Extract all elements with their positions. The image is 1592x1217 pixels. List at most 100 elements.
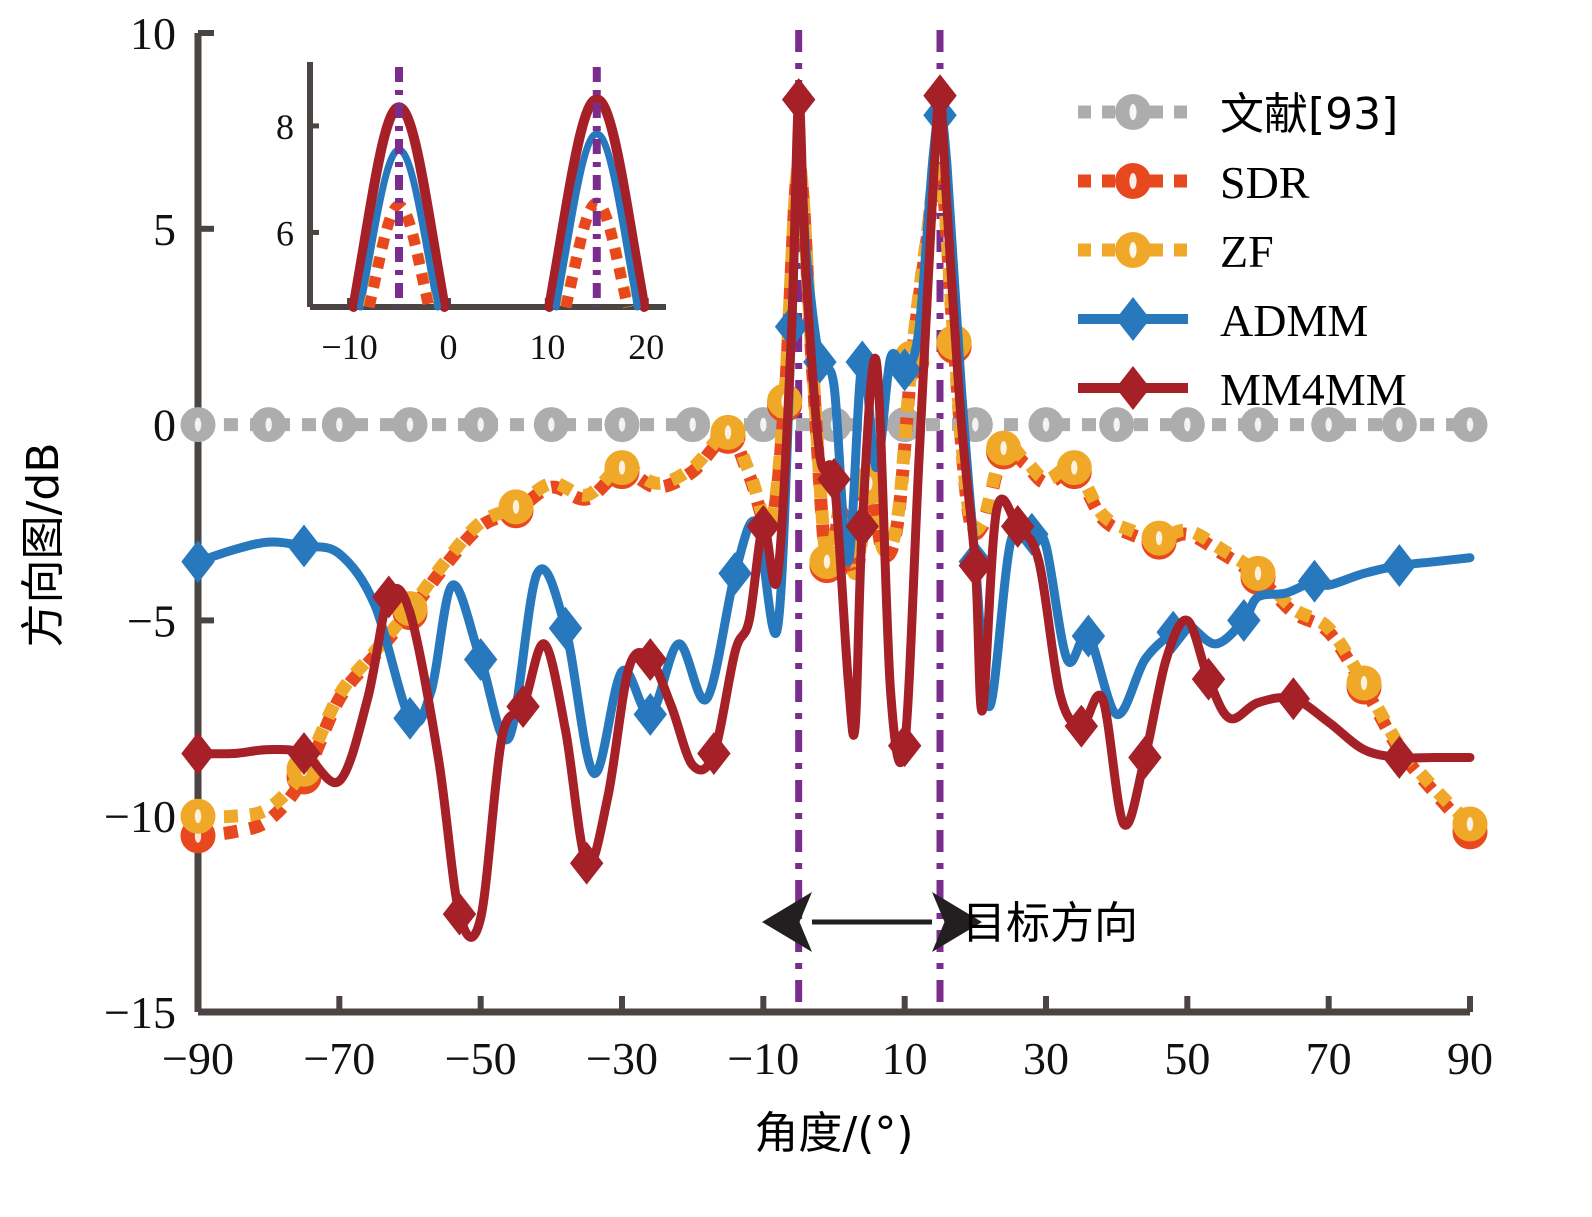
x-tick-label: −70 <box>303 1033 375 1084</box>
data-point-marker <box>548 606 583 650</box>
data-point-marker <box>718 551 752 595</box>
series-zf <box>180 153 1488 842</box>
x-tick-label: −10 <box>727 1033 799 1084</box>
legend-marker <box>1115 366 1151 410</box>
marker-highlight <box>760 417 767 432</box>
x-tick-label: 70 <box>1306 1033 1352 1084</box>
x-tick-labels: −90 −70 −50 −30 −10 10 30 50 70 90 <box>162 1033 1493 1084</box>
inset-series-sdr <box>363 197 633 309</box>
data-point-marker <box>442 892 477 936</box>
target-direction-label: 目标方向 <box>962 898 1138 949</box>
data-point-marker <box>1227 598 1261 642</box>
legend-item-zf[interactable]: ZF <box>1078 226 1274 277</box>
inset-x-tick-label: 20 <box>628 327 664 367</box>
legend-item-mm4mm[interactable]: MM4MM <box>1078 364 1407 415</box>
marker-highlight <box>477 417 484 432</box>
marker-highlight <box>1254 417 1262 432</box>
legend-marker-highlight <box>1129 242 1137 258</box>
marker-highlight <box>1184 417 1191 432</box>
marker-highlight <box>1113 417 1120 432</box>
inset-y-tick-label: 6 <box>276 213 294 253</box>
data-point-marker <box>287 732 321 775</box>
inset-series-line <box>544 94 650 312</box>
inset-series-line <box>560 197 633 309</box>
data-point-marker <box>958 544 993 588</box>
marker-highlight <box>1325 417 1332 432</box>
legend-label: MM4MM <box>1220 364 1407 415</box>
x-tick-label: 30 <box>1023 1033 1069 1084</box>
marker-highlight <box>406 417 414 432</box>
y-axis-title: 方向图/dB <box>18 443 69 648</box>
data-point-marker <box>1128 736 1162 779</box>
marker-highlight <box>1071 460 1078 475</box>
legend-item-sdr[interactable]: SDR <box>1078 157 1310 208</box>
data-point-marker <box>506 685 540 728</box>
marker-highlight <box>724 425 732 440</box>
series-line <box>193 110 1475 778</box>
target-direction-annotation: 目标方向 <box>762 892 1138 952</box>
data-point-marker <box>887 724 922 768</box>
marker-highlight <box>823 554 831 569</box>
marker-highlight <box>689 417 696 432</box>
marker-highlight <box>1000 441 1007 456</box>
marker-highlight <box>1466 817 1474 832</box>
data-point-marker <box>746 504 781 548</box>
y-tick-label: 10 <box>130 8 176 59</box>
inset-plot: −10 0 10 20 86 <box>276 62 666 367</box>
data-point-marker <box>287 524 321 568</box>
inset-x-tick-label: −10 <box>321 327 377 367</box>
marker-highlight <box>1396 417 1403 432</box>
marker-highlight <box>336 417 343 432</box>
y-tick-label: −10 <box>104 791 176 842</box>
legend: 文献[93] SDR ZF ADMM MM4MM <box>1078 89 1407 415</box>
x-tick-label: −90 <box>162 1033 234 1084</box>
marker-highlight <box>1360 676 1368 691</box>
marker-highlight <box>618 460 626 475</box>
data-point-marker <box>633 638 667 681</box>
data-point-marker <box>1382 736 1417 779</box>
x-tick-label: 10 <box>882 1033 928 1084</box>
data-point-marker <box>845 504 879 548</box>
inset-x-tick-label: 10 <box>529 327 565 367</box>
marker-highlight <box>1466 417 1474 432</box>
data-point-marker <box>393 696 427 740</box>
inset-y-tick-label: 8 <box>276 107 294 147</box>
data-point-marker <box>633 692 667 736</box>
legend-label: 文献[93] <box>1220 89 1398 140</box>
legend-label: ADMM <box>1220 295 1368 346</box>
marker-highlight <box>1042 417 1050 432</box>
legend-marker-highlight <box>1129 104 1137 120</box>
series-line <box>193 91 1475 942</box>
data-point-marker <box>817 457 851 501</box>
x-tick-label: 50 <box>1164 1033 1210 1084</box>
x-axis-title: 角度/(°) <box>754 1108 913 1159</box>
marker-highlight <box>265 417 272 432</box>
data-point-marker <box>1276 677 1311 721</box>
y-tick-labels: 10 5 0 −5 −10 −15 <box>104 8 176 1038</box>
legend-item-admm[interactable]: ADMM <box>1078 295 1368 346</box>
inset-y-tick-labels: 86 <box>276 107 294 254</box>
inset-x-tick-label: 0 <box>439 327 457 367</box>
data-point-marker <box>697 732 731 775</box>
data-point-marker <box>887 348 922 392</box>
inset-series-layer <box>348 67 650 312</box>
legend-label: ZF <box>1220 226 1274 277</box>
data-point-marker <box>923 74 957 118</box>
marker-highlight <box>972 417 979 432</box>
data-point-marker <box>1191 657 1226 701</box>
legend-marker <box>1115 297 1151 341</box>
y-tick-label: 0 <box>153 400 176 451</box>
inset-series-line <box>552 130 641 311</box>
data-point-marker <box>569 841 604 885</box>
data-point-marker <box>781 78 816 122</box>
marker-highlight <box>618 417 626 432</box>
series-mm4mm <box>181 74 1475 942</box>
y-tick-label: −15 <box>104 987 176 1038</box>
marker-highlight <box>194 417 202 432</box>
legend-item-文献93[interactable]: 文献[93] <box>1078 89 1398 140</box>
marker-highlight <box>512 499 520 514</box>
marker-highlight <box>1155 531 1163 546</box>
series-layer <box>180 74 1488 942</box>
